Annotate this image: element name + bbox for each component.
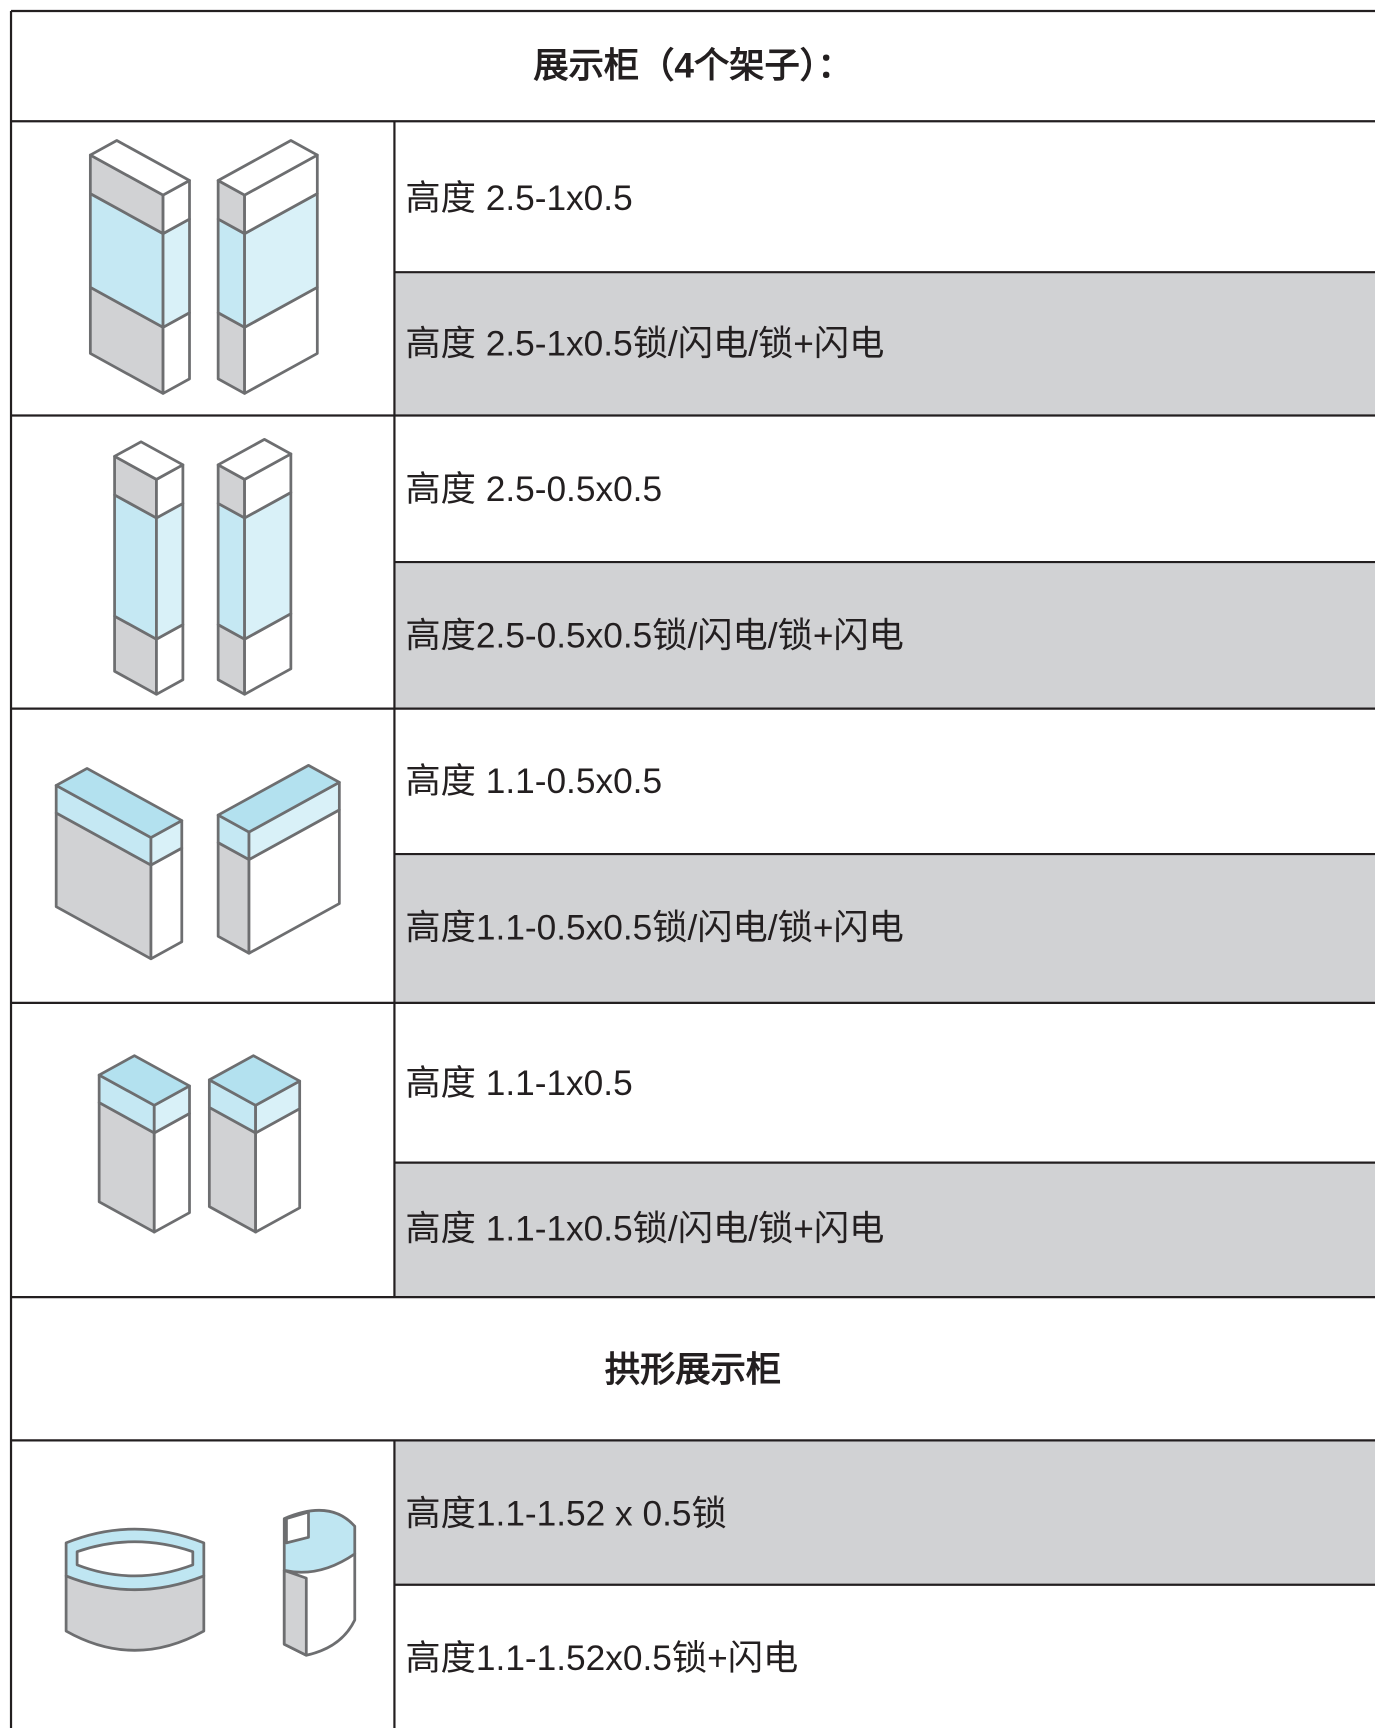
arc-inner	[75, 1540, 195, 1578]
row-text: 高度2.5-0.5x0.5锁/闪电/锁+闪电	[405, 616, 903, 655]
shaded-cell	[394, 272, 1375, 416]
arc-inner	[285, 1510, 310, 1545]
row-text: 高度 2.5-0.5x0.5	[405, 470, 662, 509]
row-text: 高度1.1-1.52x0.5锁+闪电	[405, 1639, 798, 1678]
row-text: 高度 2.5-1x0.5	[405, 179, 632, 218]
cabinet-top	[113, 440, 185, 481]
cabinet-face	[216, 841, 251, 955]
cabinet-top	[88, 139, 191, 197]
section-title: 展示柜（4个架子）：	[533, 47, 852, 86]
shaded-cell	[394, 1162, 1375, 1298]
cabinet-top	[216, 139, 319, 197]
shaded-rows	[394, 272, 1375, 1585]
shaded-cell	[394, 1440, 1375, 1585]
cabinet-top	[97, 1054, 191, 1107]
cabinet-top	[216, 438, 293, 481]
row-text: 高度 1.1-0.5x0.5	[405, 762, 662, 801]
cabinet-face	[113, 493, 158, 641]
cabinet-top	[216, 763, 341, 834]
section-title: 拱形展示柜	[605, 1350, 781, 1389]
cabinet-top	[207, 1054, 302, 1107]
cabinet-face	[216, 217, 246, 329]
arc-side	[282, 1569, 308, 1657]
table-borders	[9, 9, 1375, 1728]
shaded-cell	[394, 562, 1375, 709]
row-text: 高度 2.5-1x0.5锁/闪电/锁+闪电	[405, 324, 884, 363]
cabinet-face	[216, 502, 246, 641]
cabinet-top	[54, 767, 184, 839]
shaded-cell	[394, 854, 1375, 1003]
row-text: 高度1.1-1.52 x 0.5锁	[405, 1495, 726, 1534]
row-text: 高度1.1-0.5x0.5锁/闪电/锁+闪电	[405, 908, 903, 947]
cabinet-face	[155, 502, 185, 641]
cabinet-face	[149, 846, 184, 961]
arc-counter-illustration	[64, 1508, 357, 1657]
row-text: 高度 1.1-1x0.5锁/闪电/锁+闪电	[405, 1209, 884, 1248]
cabinet-face	[161, 217, 191, 329]
row-text: 高度 1.1-1x0.5	[405, 1064, 632, 1103]
